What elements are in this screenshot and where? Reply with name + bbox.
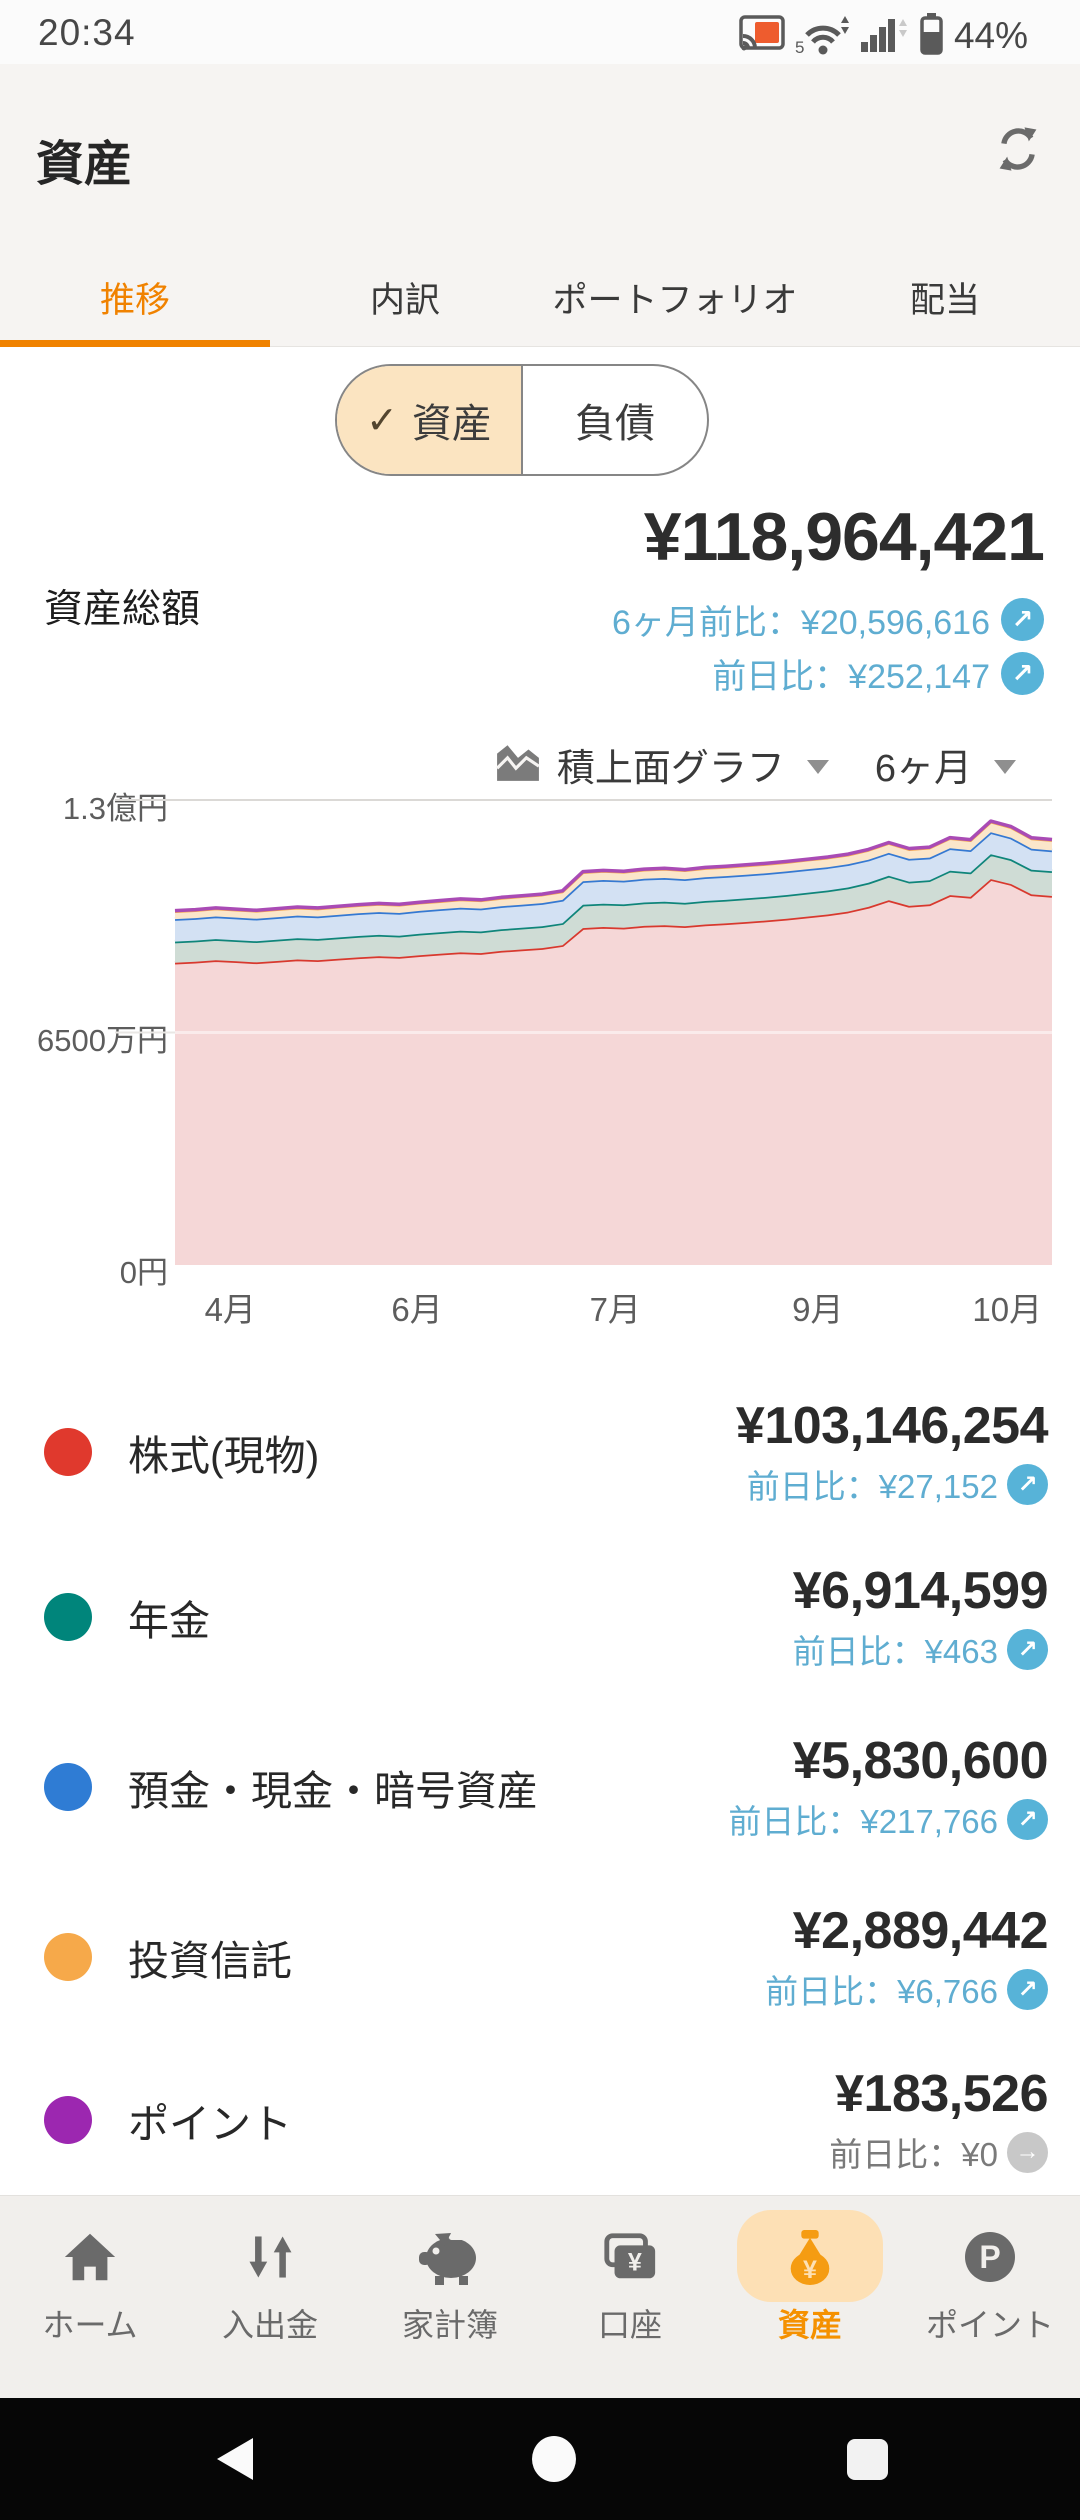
- android-nav-bar: [0, 2398, 1080, 2520]
- series-color-dot: [44, 2096, 92, 2144]
- period-select[interactable]: 6ヶ月: [874, 747, 972, 790]
- x-axis-label: 10月: [972, 1291, 1043, 1328]
- day-comparison: 前日比：¥252,147 ↗: [712, 650, 1044, 696]
- y-axis-label-zero: 0円: [119, 1255, 168, 1290]
- transfer-icon: [242, 2218, 298, 2296]
- series-day-diff: 前日比：¥27,152 ↗: [747, 1460, 1048, 1508]
- android-recents-button[interactable]: [847, 2439, 888, 2480]
- toggle-assets[interactable]: ✓ 資産: [337, 366, 523, 474]
- series-day-diff: 前日比：¥6,766 ↗: [765, 1965, 1048, 2013]
- area-chart-icon: [495, 741, 541, 788]
- svg-text:P: P: [979, 2239, 1000, 2275]
- legend-row-funds[interactable]: 投資信託 ¥2,889,442 前日比：¥6,766 ↗: [0, 1877, 1080, 2037]
- nav-item-transfers[interactable]: 入出金: [180, 2196, 360, 2398]
- asset-liability-toggle: ✓ 資産 負債: [335, 364, 709, 476]
- svg-text:5: 5: [795, 38, 804, 55]
- series-color-dot: [44, 1593, 92, 1641]
- accounts-icon: ¥: [601, 2218, 659, 2296]
- series-color-dot: [44, 1428, 92, 1476]
- series-color-dot: [44, 1763, 92, 1811]
- series-day-diff: 前日比：¥217,766 ↗: [728, 1795, 1048, 1843]
- points-icon: P: [963, 2218, 1017, 2296]
- status-icons: 5: [739, 12, 1028, 60]
- refresh-button[interactable]: [990, 122, 1046, 178]
- home-icon: [61, 2218, 119, 2296]
- tab-suii[interactable]: 推移: [0, 249, 270, 347]
- android-back-button[interactable]: [217, 2438, 253, 2480]
- clock: 20:34: [38, 12, 136, 53]
- up-arrow-badge: ↗: [1007, 1798, 1048, 1840]
- bottom-nav: ホーム 入出金: [0, 2195, 1080, 2398]
- cast-icon: [739, 14, 785, 58]
- app-header: 資産 推移 内訳 ポートフォリオ 配当: [0, 64, 1080, 347]
- total-assets-value: ¥118,964,421: [643, 499, 1045, 575]
- assets-icon: ¥: [783, 2218, 837, 2296]
- chart-type-select[interactable]: 積上面グラフ: [556, 747, 785, 790]
- legend-row-deposits[interactable]: 預金・現金・暗号資産 ¥5,830,600 前日比：¥217,766 ↗: [0, 1707, 1080, 1867]
- stacked-area-chart[interactable]: [115, 799, 1053, 1265]
- series-day-diff: 前日比：¥463 ↗: [793, 1625, 1048, 1673]
- refresh-icon: [992, 123, 1044, 178]
- chevron-down-icon[interactable]: [806, 760, 829, 774]
- x-axis-label: 6月: [391, 1291, 443, 1328]
- total-assets-label: 資産総額: [44, 588, 201, 631]
- up-arrow-badge: ↗: [1007, 1968, 1048, 2010]
- x-axis-label: 9月: [792, 1291, 844, 1328]
- chevron-down-icon[interactable]: [994, 760, 1016, 774]
- battery-icon: [919, 12, 944, 60]
- tab-portfolio[interactable]: ポートフォリオ: [552, 281, 798, 320]
- nav-item-assets[interactable]: ¥ 資産: [720, 2196, 900, 2398]
- svg-text:¥: ¥: [803, 2256, 817, 2284]
- series-value: ¥6,914,599: [792, 1562, 1049, 1620]
- page-title: 資産: [36, 138, 133, 191]
- nav-item-budget[interactable]: 家計簿: [360, 2196, 540, 2398]
- series-value: ¥103,146,254: [735, 1397, 1049, 1455]
- up-arrow-badge: ↗: [1001, 597, 1044, 641]
- nav-item-points[interactable]: P ポイント: [900, 2196, 1080, 2398]
- flat-arrow-badge: →: [1007, 2131, 1048, 2173]
- battery-percent: 44%: [953, 15, 1028, 56]
- up-arrow-badge: ↗: [1007, 1463, 1048, 1505]
- status-bar: 20:34 5: [0, 0, 1080, 64]
- x-axis-label: 7月: [589, 1291, 641, 1328]
- series-day-diff: 前日比：¥0 →: [829, 2128, 1048, 2176]
- y-axis-label-mid: 6500万円: [37, 1023, 168, 1058]
- svg-text:¥: ¥: [628, 2249, 642, 2277]
- six-month-comparison: 6ヶ月前比：¥20,596,616 ↗: [612, 596, 1044, 642]
- up-arrow-badge: ↗: [1007, 1628, 1048, 1670]
- piggy-bank-icon: [417, 2218, 483, 2296]
- tab-uchiwake[interactable]: 内訳: [369, 281, 440, 320]
- nav-item-home[interactable]: ホーム: [0, 2196, 180, 2398]
- signal-icon: [859, 14, 909, 59]
- legend-row-stocks[interactable]: 株式(現物) ¥103,146,254 前日比：¥27,152 ↗: [0, 1372, 1080, 1532]
- check-icon: ✓: [366, 399, 398, 442]
- legend-row-pension[interactable]: 年金 ¥6,914,599 前日比：¥463 ↗: [0, 1537, 1080, 1697]
- wifi-5g-icon: 5: [795, 13, 849, 60]
- y-axis-label-max: 1.3億円: [62, 791, 168, 826]
- series-color-dot: [44, 1933, 92, 1981]
- android-home-button[interactable]: [532, 2436, 576, 2482]
- legend-row-points[interactable]: ポイント ¥183,526 前日比：¥0 →: [0, 2040, 1080, 2200]
- series-value: ¥183,526: [835, 2065, 1048, 2123]
- toggle-liabilities[interactable]: 負債: [575, 402, 655, 446]
- x-axis-label: 4月: [204, 1291, 256, 1328]
- tab-haitou[interactable]: 配当: [909, 281, 980, 320]
- tab-bar: 推移 内訳 ポートフォリオ 配当: [0, 249, 1080, 347]
- nav-item-accounts[interactable]: ¥ 口座: [540, 2196, 720, 2398]
- chart-controls: 積上面グラフ 6ヶ月: [495, 736, 1020, 792]
- series-value: ¥5,830,600: [792, 1732, 1049, 1790]
- series-value: ¥2,889,442: [792, 1902, 1049, 1960]
- up-arrow-badge: ↗: [1001, 651, 1044, 695]
